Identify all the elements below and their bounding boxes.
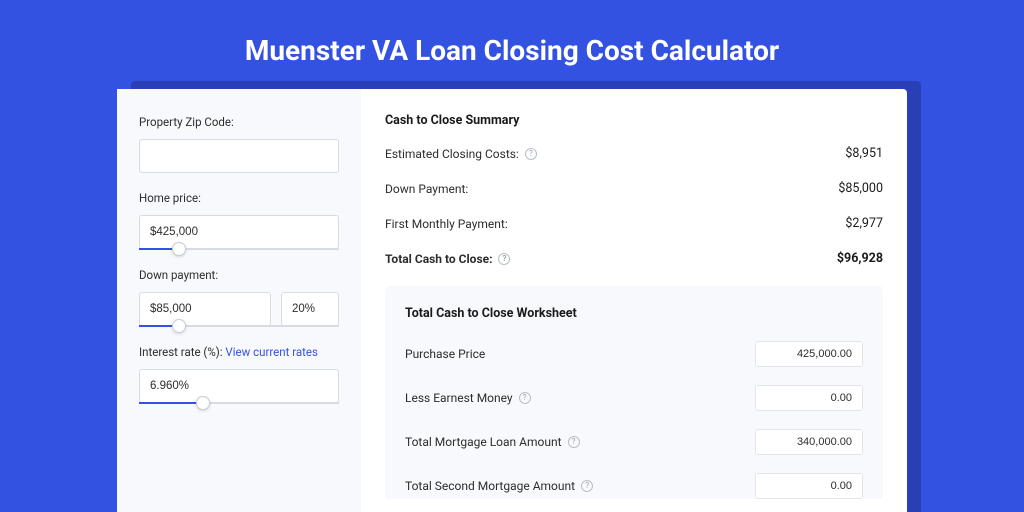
calculator-card: Property Zip Code: Home price: Down paym… <box>117 89 907 512</box>
slider-thumb-icon[interactable] <box>196 396 210 410</box>
summary-row-value: $85,000 <box>838 181 883 196</box>
summary-title: Cash to Close Summary <box>385 113 883 128</box>
zip-label: Property Zip Code: <box>139 115 339 129</box>
summary-row: Estimated Closing Costs: ? $8,951 <box>385 146 883 161</box>
help-icon[interactable]: ? <box>498 253 510 265</box>
help-icon[interactable]: ? <box>525 148 537 160</box>
summary-row: First Monthly Payment: $2,977 <box>385 216 883 231</box>
home-price-slider[interactable] <box>139 248 339 250</box>
results-panel: Cash to Close Summary Estimated Closing … <box>361 89 907 512</box>
calculator-container: Property Zip Code: Home price: Down paym… <box>117 89 907 512</box>
help-icon[interactable]: ? <box>568 436 580 448</box>
summary-row-value: $8,951 <box>845 146 883 161</box>
worksheet-title: Total Cash to Close Worksheet <box>405 306 863 321</box>
worksheet-row: Total Mortgage Loan Amount ? <box>405 429 863 455</box>
second-mortgage-input[interactable] <box>755 473 863 499</box>
down-payment-pct-input[interactable] <box>281 292 339 326</box>
down-payment-input[interactable] <box>139 292 271 326</box>
worksheet-row-label: Total Second Mortgage Amount <box>405 479 575 493</box>
worksheet-row-label: Less Earnest Money <box>405 391 513 405</box>
page-title: Muenster VA Loan Closing Cost Calculator <box>0 0 1024 89</box>
interest-rate-label: Interest rate (%): View current rates <box>139 345 339 359</box>
down-payment-slider[interactable] <box>139 325 339 327</box>
summary-row-label: Total Cash to Close: <box>385 252 492 266</box>
view-rates-link[interactable]: View current rates <box>225 345 318 359</box>
interest-rate-label-text: Interest rate (%): <box>139 345 225 359</box>
worksheet-panel: Total Cash to Close Worksheet Purchase P… <box>385 286 883 499</box>
worksheet-row: Less Earnest Money ? <box>405 385 863 411</box>
summary-row-value: $96,928 <box>837 251 883 266</box>
earnest-money-input[interactable] <box>755 385 863 411</box>
worksheet-row-label: Purchase Price <box>405 347 485 361</box>
inputs-panel: Property Zip Code: Home price: Down paym… <box>117 89 361 512</box>
interest-rate-input[interactable] <box>139 369 339 403</box>
worksheet-row: Total Second Mortgage Amount ? <box>405 473 863 499</box>
zip-field: Property Zip Code: <box>139 115 339 173</box>
mortgage-amount-input[interactable] <box>755 429 863 455</box>
summary-row-label: First Monthly Payment: <box>385 217 508 231</box>
summary-row: Down Payment: $85,000 <box>385 181 883 196</box>
home-price-field: Home price: <box>139 191 339 250</box>
slider-thumb-icon[interactable] <box>172 242 186 256</box>
down-payment-label: Down payment: <box>139 268 339 282</box>
help-icon[interactable]: ? <box>519 392 531 404</box>
summary-row-label: Down Payment: <box>385 182 468 196</box>
worksheet-row-label: Total Mortgage Loan Amount <box>405 435 562 449</box>
interest-rate-field: Interest rate (%): View current rates <box>139 345 339 404</box>
summary-row-value: $2,977 <box>845 216 883 231</box>
worksheet-row: Purchase Price <box>405 341 863 367</box>
home-price-input[interactable] <box>139 215 339 249</box>
interest-rate-slider[interactable] <box>139 402 339 404</box>
help-icon[interactable]: ? <box>581 480 593 492</box>
slider-thumb-icon[interactable] <box>172 319 186 333</box>
purchase-price-input[interactable] <box>755 341 863 367</box>
summary-row-label: Estimated Closing Costs: <box>385 147 519 161</box>
home-price-label: Home price: <box>139 191 339 205</box>
down-payment-field: Down payment: <box>139 268 339 327</box>
summary-row-total: Total Cash to Close: ? $96,928 <box>385 251 883 266</box>
zip-input[interactable] <box>139 139 339 173</box>
